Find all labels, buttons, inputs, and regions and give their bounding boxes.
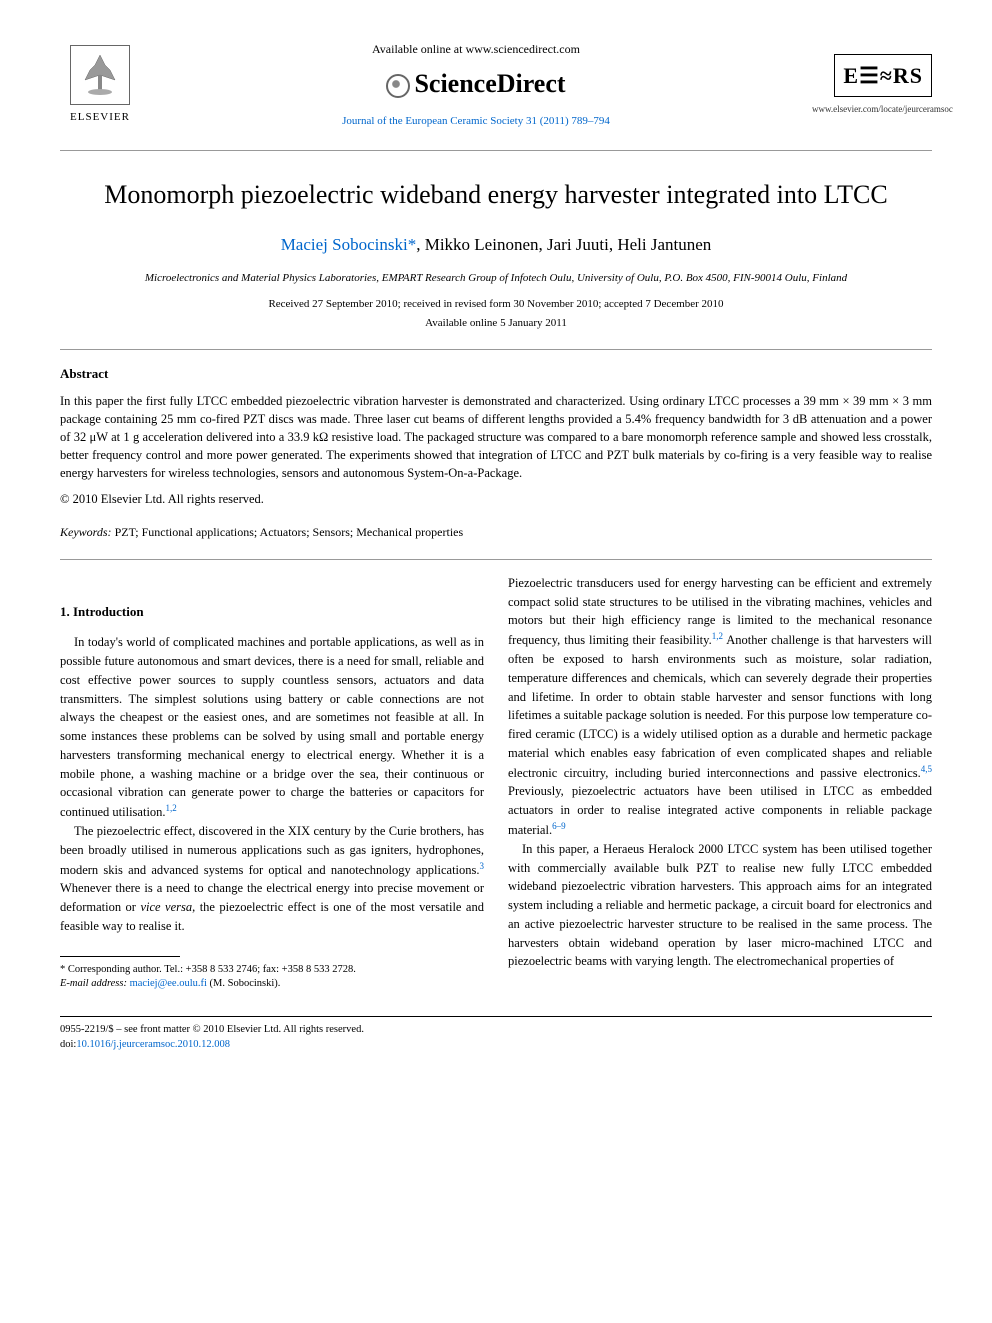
journal-logo-block: E☰≈RS www.elsevier.com/locate/jeurcerams… [812,54,932,117]
author-corresponding[interactable]: Maciej Sobocinski [281,235,408,254]
col2-para-2: In this paper, a Heraeus Heralock 2000 L… [508,840,932,971]
abstract-bottom-divider [60,559,932,560]
elsevier-tree-icon [70,45,130,105]
email-footnote: E-mail address: maciej@ee.oulu.fi (M. So… [60,977,484,992]
ref-link-3[interactable]: 3 [480,861,485,871]
keywords-label: Keywords: [60,525,112,539]
ref-link-1-2-b[interactable]: 1,2 [712,631,723,641]
elsevier-label: ELSEVIER [70,109,130,126]
intro-para-1: In today's world of complicated machines… [60,633,484,822]
elsevier-logo: ELSEVIER [60,40,140,130]
keywords-values: PZT; Functional applications; Actuators;… [112,525,464,539]
email-link[interactable]: maciej@ee.oulu.fi [127,978,207,989]
corresponding-author-footnote: * Corresponding author. Tel.: +358 8 533… [60,963,484,978]
ref-link-1-2[interactable]: 1,2 [166,803,177,813]
authors-rest: , Mikko Leinonen, Jari Juuti, Heli Jantu… [416,235,711,254]
doi-prefix: doi: [60,1039,76,1050]
copyright-line: © 2010 Elsevier Ltd. All rights reserved… [60,490,932,509]
sciencedirect-swoosh-icon [386,74,410,98]
header-divider [60,150,932,151]
intro-para-2: The piezoelectric effect, discovered in … [60,822,484,936]
authors-line: Maciej Sobocinski*, Mikko Leinonen, Jari… [60,232,932,258]
doi-link[interactable]: 10.1016/j.jeurceramsoc.2010.12.008 [76,1039,230,1050]
section-1-heading: 1. Introduction [60,602,484,622]
footnote-divider [60,956,180,957]
col2-para-1c: Previously, piezoelectric actuators have… [508,784,932,837]
journal-reference[interactable]: Journal of the European Ceramic Society … [140,113,812,130]
footer-divider [60,1016,932,1017]
column-right: Piezoelectric transducers used for energ… [508,574,932,992]
affiliation: Microelectronics and Material Physics La… [60,270,932,287]
dates-available: Available online 5 January 2011 [60,315,932,332]
ref-link-4-5[interactable]: 4,5 [921,764,932,774]
abstract-top-divider [60,349,932,350]
footer-doi: doi:10.1016/j.jeurceramsoc.2010.12.008 [60,1038,932,1053]
journal-url[interactable]: www.elsevier.com/locate/jeurceramsoc [812,103,932,117]
available-online-text: Available online at www.sciencedirect.co… [140,40,812,58]
article-title: Monomorph piezoelectric wideband energy … [60,175,932,214]
ref-link-6-9[interactable]: 6–9 [552,821,566,831]
keywords-line: Keywords: PZT; Functional applications; … [60,523,932,541]
email-label: E-mail address: [60,978,127,989]
sciencedirect-text: ScienceDirect [414,69,565,98]
column-left: 1. Introduction In today's world of comp… [60,574,484,992]
vice-versa-italic: vice versa [140,900,192,914]
col2-para-1: Piezoelectric transducers used for energ… [508,574,932,840]
body-columns: 1. Introduction In today's world of comp… [60,574,932,992]
sciencedirect-logo: ScienceDirect [140,64,812,103]
header-row: ELSEVIER Available online at www.science… [60,40,932,130]
center-header: Available online at www.sciencedirect.co… [140,40,812,130]
author-marker[interactable]: * [408,235,417,254]
dates-received: Received 27 September 2010; received in … [60,296,932,313]
ecers-logo: E☰≈RS [834,54,932,97]
intro-para-2a: The piezoelectric effect, discovered in … [60,824,484,877]
abstract-heading: Abstract [60,364,932,384]
email-suffix: (M. Sobocinski). [207,978,281,989]
col2-para-1b: Another challenge is that harvesters wil… [508,633,932,779]
abstract-text: In this paper the first fully LTCC embed… [60,392,932,483]
intro-para-1-text: In today's world of complicated machines… [60,635,484,819]
footer-issn: 0955-2219/$ – see front matter © 2010 El… [60,1023,932,1038]
